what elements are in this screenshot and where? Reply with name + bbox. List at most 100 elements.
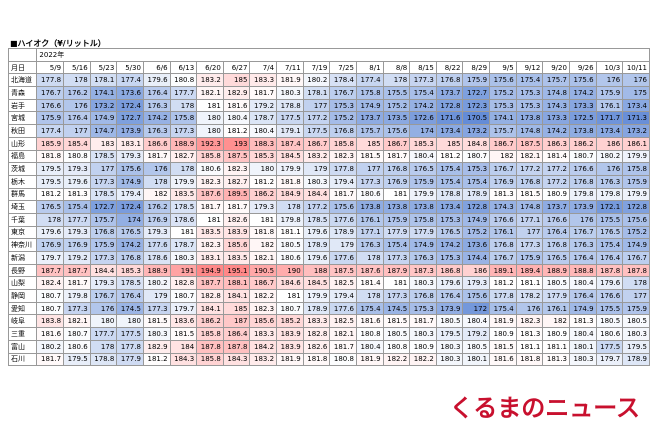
cell: 177.4 bbox=[355, 73, 384, 88]
cell: 186.3 bbox=[542, 136, 570, 151]
cell: 175.3 bbox=[462, 162, 491, 176]
cell: 173.9 bbox=[116, 124, 144, 138]
cell: 174.3 bbox=[542, 98, 570, 113]
cell: 179.5 bbox=[622, 339, 650, 354]
row-label: 石川 bbox=[7, 352, 38, 367]
column-header: 6/13 bbox=[169, 60, 198, 75]
cell: 188.9 bbox=[542, 263, 570, 278]
cell: 184.5 bbox=[276, 149, 304, 164]
cell: 173.8 bbox=[515, 111, 544, 126]
cell: 182.7 bbox=[222, 174, 251, 189]
cell: 180.5 bbox=[542, 276, 570, 291]
cell: 179.8 bbox=[595, 187, 624, 202]
cell: 174.8 bbox=[542, 86, 570, 100]
cell: 175.9 bbox=[89, 238, 118, 252]
cell: 173.2 bbox=[622, 124, 650, 138]
row-label: 三重 bbox=[7, 327, 38, 341]
cell: 172.4 bbox=[116, 98, 144, 113]
cell: 191 bbox=[169, 263, 198, 278]
row: 静岡 180.7 179.8 176.7 176.4 179 180.7 182.8 184.1… bbox=[7, 289, 650, 303]
cell: 177.4 bbox=[36, 124, 65, 138]
year-label: 2022年 bbox=[36, 48, 650, 62]
row: 秋田 177.4 177 174.7 173.9 176.3 177.3 180 181.2 18… bbox=[7, 124, 650, 138]
cell: 174.1 bbox=[489, 111, 517, 126]
cell: 173.3 bbox=[542, 111, 570, 126]
cell: 182.9 bbox=[222, 86, 251, 100]
cell: 182.5 bbox=[329, 314, 357, 329]
cell: 176.4 bbox=[568, 289, 597, 303]
cell: 180.8 bbox=[329, 352, 357, 367]
cell: 183.1 bbox=[116, 136, 144, 151]
cell: 173.8 bbox=[355, 200, 384, 214]
cell: 189.5 bbox=[222, 187, 251, 202]
row: 茨城 179.5 179.3 177 175.6 176 178 180.6 182.3 180 1… bbox=[7, 162, 650, 176]
cell: 176.8 bbox=[568, 174, 597, 189]
cell: 194.9 bbox=[196, 263, 224, 278]
row: 岐阜 183.8 182.1 180 180 181.5 183.6 186.2 187 185.… bbox=[7, 314, 650, 329]
cell: 182.7 bbox=[169, 149, 198, 164]
cell: 182.1 bbox=[329, 327, 357, 341]
cell: 175.4 bbox=[355, 301, 384, 316]
cell: 180.7 bbox=[568, 149, 597, 164]
cell: 178 bbox=[355, 251, 384, 265]
cell: 178.9 bbox=[329, 225, 357, 240]
cell: 180.7 bbox=[63, 327, 91, 341]
cell: 175.8 bbox=[169, 111, 198, 126]
cell: 176.6 bbox=[542, 212, 570, 227]
cell: 180.6 bbox=[63, 339, 91, 354]
cell: 181.8 bbox=[249, 225, 278, 240]
cell: 172.5 bbox=[568, 111, 597, 126]
cell: 177.2 bbox=[515, 162, 544, 176]
cell: 172.3 bbox=[462, 98, 491, 113]
cell: 186.8 bbox=[435, 263, 464, 278]
cell: 180.4 bbox=[355, 339, 384, 354]
cell: 175.7 bbox=[489, 124, 517, 138]
cell: 182 bbox=[489, 149, 517, 164]
cell: 184.9 bbox=[276, 187, 304, 202]
cell: 178.5 bbox=[89, 187, 118, 202]
cell: 187.8 bbox=[622, 263, 650, 278]
cell: 173.8 bbox=[382, 200, 411, 214]
cell: 177.3 bbox=[355, 174, 384, 189]
cell: 178 bbox=[622, 276, 650, 291]
cell: 181.4 bbox=[542, 149, 570, 164]
cell: 178 bbox=[169, 162, 198, 176]
cell: 179.9 bbox=[622, 149, 650, 164]
cell: 175.9 bbox=[462, 73, 491, 88]
cell: 175.3 bbox=[435, 212, 464, 227]
cell: 176 bbox=[622, 73, 650, 88]
cell: 180 bbox=[196, 111, 224, 126]
cell: 174.9 bbox=[409, 238, 437, 252]
cell: 180.7 bbox=[462, 149, 491, 164]
cell: 181.7 bbox=[329, 339, 357, 354]
cell: 178 bbox=[89, 339, 118, 354]
cell: 176.1 bbox=[489, 225, 517, 240]
cell: 180 bbox=[116, 314, 144, 329]
cell: 173.5 bbox=[382, 111, 411, 126]
cell: 177.4 bbox=[116, 73, 144, 88]
cell: 175.5 bbox=[382, 86, 411, 100]
cell: 180.3 bbox=[409, 327, 437, 341]
row-label: 神奈川 bbox=[7, 238, 38, 252]
column-header: 8/22 bbox=[435, 60, 464, 75]
cell: 176.8 bbox=[382, 162, 411, 176]
price-table: 2022年 月日 5/9 5/16 5/23 5/30 6/6 6/13 6/20 6/27 7/4… bbox=[7, 48, 650, 367]
cell: 173.4 bbox=[595, 124, 624, 138]
cell: 180.6 bbox=[196, 162, 224, 176]
cell: 180.3 bbox=[142, 327, 171, 341]
cell: 182 bbox=[542, 314, 570, 329]
cell: 178.5 bbox=[169, 200, 198, 214]
cell: 179.9 bbox=[302, 289, 331, 303]
cell: 181 bbox=[382, 187, 411, 202]
cell: 187.3 bbox=[409, 263, 437, 278]
cell: 178.5 bbox=[116, 276, 144, 291]
cell: 183.5 bbox=[222, 251, 251, 265]
cell: 182.1 bbox=[63, 314, 91, 329]
cell: 175.3 bbox=[329, 98, 357, 113]
cell: 181.8 bbox=[36, 149, 65, 164]
cell: 173.7 bbox=[435, 86, 464, 100]
row-label: 千葉 bbox=[7, 212, 38, 227]
row-label: 青森 bbox=[7, 86, 38, 100]
cell: 177.2 bbox=[302, 111, 331, 126]
cell: 176.9 bbox=[36, 238, 65, 252]
